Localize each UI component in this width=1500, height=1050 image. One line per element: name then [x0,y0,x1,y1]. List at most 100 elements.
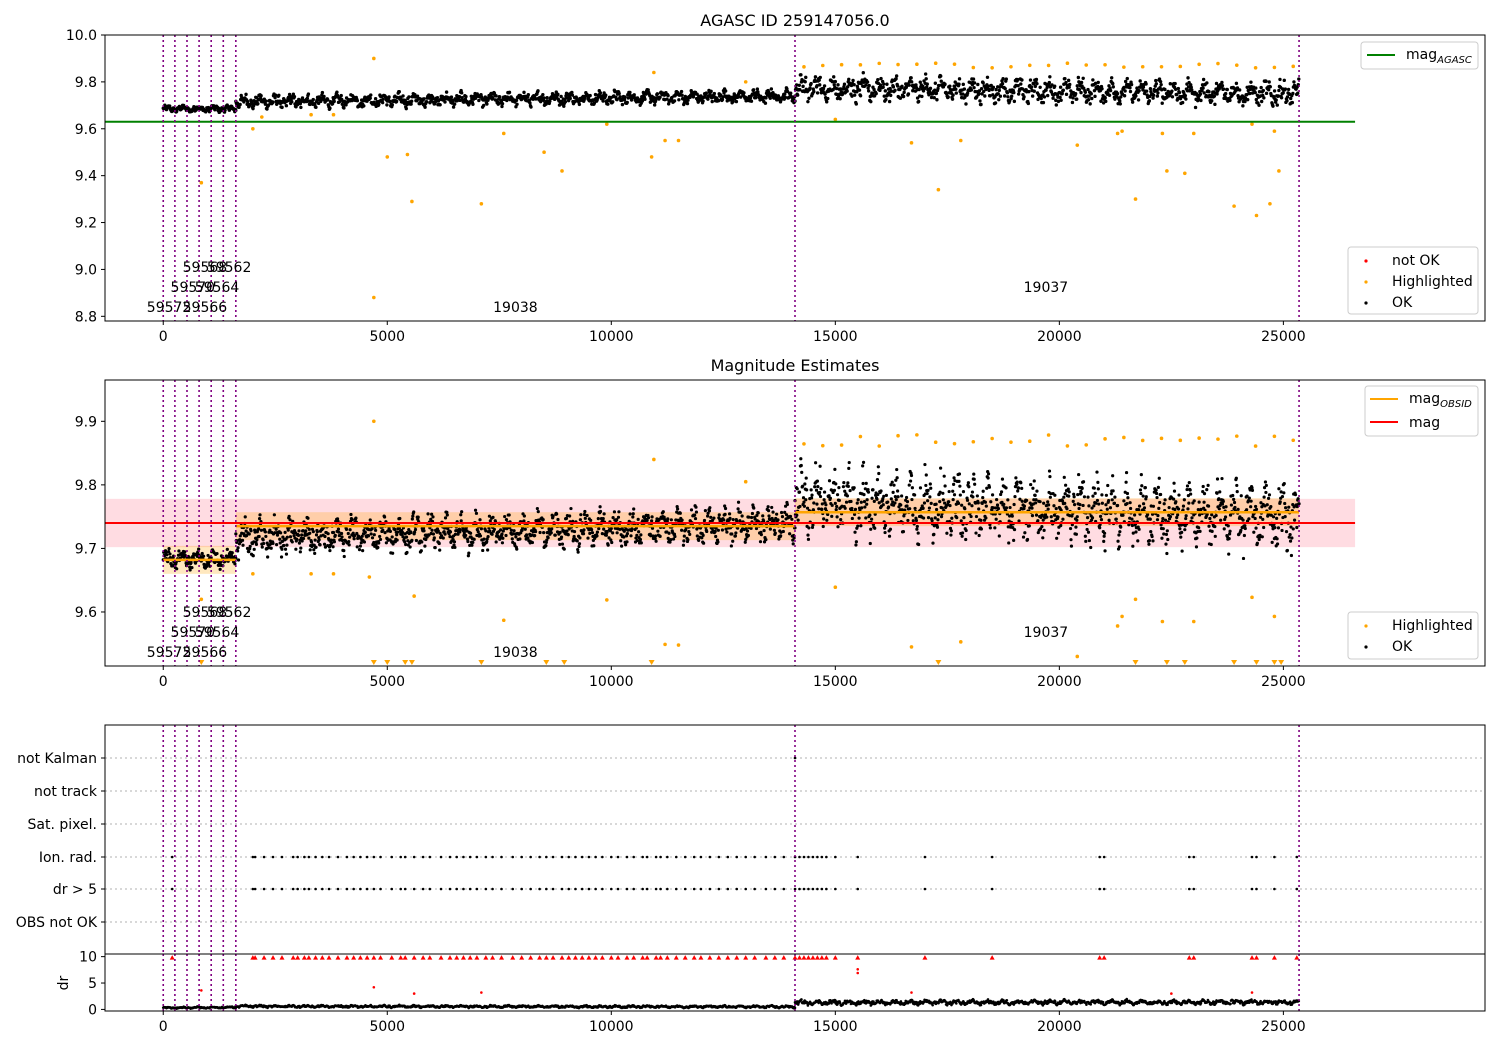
ok-point [960,534,964,538]
flag-hit [798,855,801,859]
ok-point [383,531,387,535]
ok-point [1131,544,1135,548]
ok-point [507,513,511,517]
ok-point [388,99,392,104]
ok-point [1279,96,1284,100]
highlighted-point [915,433,919,437]
ok-point [1207,524,1211,528]
ok-point [830,514,834,518]
ok-point [769,87,774,91]
ok-point [708,92,712,96]
ok-point [905,504,909,508]
ok-point [921,506,925,510]
ok-point [976,501,980,505]
ok-point [1266,496,1271,500]
ok-point [332,99,336,104]
ok-point [925,491,929,496]
ok-point [380,100,385,105]
ok-point [313,538,317,542]
ok-point [525,533,529,537]
ok-point [1090,516,1095,520]
ok-point [1079,80,1084,85]
ok-point [935,98,939,102]
ok-point [961,82,965,87]
ok-point [781,529,785,534]
ok-point [1228,98,1232,103]
ok-point [712,516,716,520]
flag-hit [359,855,362,859]
ok-point [870,91,875,95]
ok-point [1235,86,1240,90]
ok-point [1213,102,1217,107]
flag-hit [764,855,768,859]
ok-point [1185,484,1190,488]
ok-point [893,88,897,93]
ok-point [658,95,662,99]
ok-point [797,83,802,87]
ok-point [257,534,261,539]
highlighted-point [1084,63,1089,67]
panel1-x-ticks: 0 5000 10000 15000 20000 25000 [159,321,1306,345]
ok-point [284,552,289,556]
ok-point [965,91,970,95]
ok-point [1115,503,1120,508]
ok-point [1176,513,1180,517]
ok-point [1136,539,1140,543]
ok-point [234,532,238,536]
ok-point [486,535,490,539]
ok-point [381,97,385,101]
highlighted-point [1165,169,1169,173]
flag-hit [560,855,564,859]
ok-point [578,518,582,522]
ok-point [1243,99,1247,104]
ok-point [1124,470,1129,475]
flag-hit [923,855,927,859]
ok-point [891,490,895,494]
ok-point [960,503,964,507]
ok-point [1262,525,1266,530]
ok-point [1013,494,1017,499]
ok-point [808,86,812,90]
ok-point [834,482,838,486]
ok-point [274,527,278,531]
ok-point [1295,525,1299,530]
ok-point [296,533,301,537]
ok-point [283,530,287,534]
ok-point [887,505,891,509]
highlighted-point [1183,171,1187,176]
ok-point [979,518,983,522]
ok-point [1130,523,1134,528]
ok-point [1186,76,1190,80]
ok-point [577,542,582,546]
ok-point [1010,514,1014,518]
ok-point [443,516,448,520]
highlighted-point [877,61,882,66]
flag-hit [699,855,703,859]
ok-point [863,505,867,509]
ok-point [1100,493,1104,497]
ok-point [900,84,904,89]
ok-point [1016,92,1021,96]
ok-point [1219,518,1223,522]
ok-point [1168,82,1172,86]
ok-point [631,515,635,519]
ok-point [920,94,924,99]
ok-point [355,99,360,103]
ok-point [771,510,775,514]
ok-point [925,82,929,86]
ok-point [877,501,881,505]
ok-point [756,511,760,515]
ok-point [1285,99,1289,103]
ok-point [492,527,496,532]
flag-hit [412,855,416,859]
highlighted-point [802,442,806,446]
highlighted-point [839,443,844,447]
flag-hit [666,855,669,859]
ok-point [1084,539,1088,543]
x-tick-label: 25000 [1261,674,1306,690]
ok-point [331,530,336,535]
ok-point [1208,516,1212,521]
obsid-label: 59568 [183,605,228,621]
ok-point [997,97,1001,102]
ok-point [1228,532,1232,536]
